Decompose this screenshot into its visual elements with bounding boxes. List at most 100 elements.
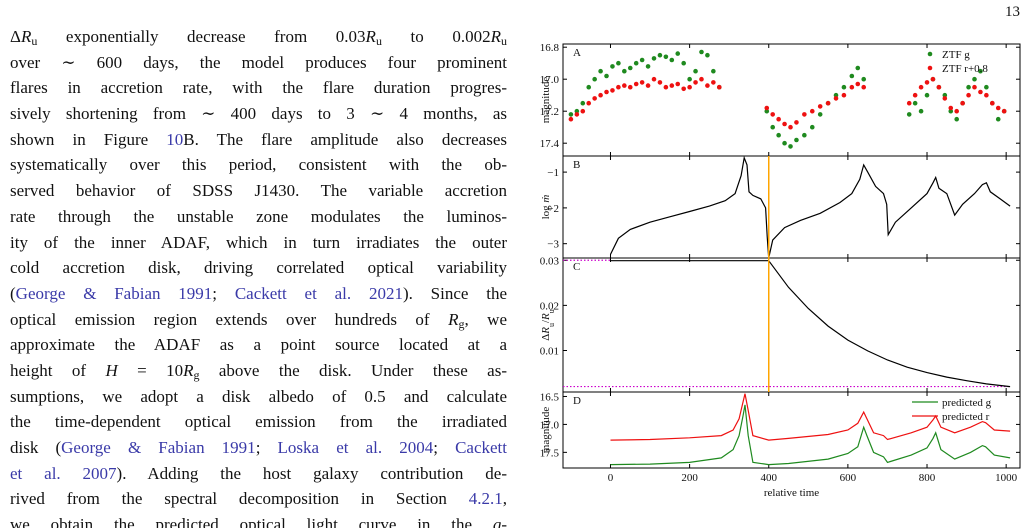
data-point <box>687 76 692 82</box>
data-point <box>716 84 722 90</box>
data-point <box>598 68 603 74</box>
data-point <box>770 124 776 130</box>
text-run: - <box>501 515 507 528</box>
data-point <box>711 68 716 74</box>
data-point <box>948 105 954 111</box>
text-run: rived from the spectral decomposition in… <box>10 489 469 509</box>
data-point <box>788 124 793 130</box>
text-run: , we <box>464 309 507 329</box>
data-point <box>918 84 924 90</box>
text-run: ity of the inner ADAF, which in turn irr… <box>10 232 507 252</box>
data-line <box>610 404 1011 466</box>
text-line: approximate the ADAF as a point source l… <box>10 332 507 358</box>
text-run: we obtain the predicted optical light cu… <box>10 515 493 528</box>
data-point <box>627 84 633 90</box>
text-line: optical emission region extends over hun… <box>10 307 507 333</box>
data-point <box>610 64 615 69</box>
citation-link: et al. 2007 <box>10 463 117 483</box>
panel-label: D <box>573 395 581 407</box>
text-run: H <box>105 360 118 380</box>
label-part: ṁ <box>540 195 552 203</box>
y-tick-label: −2 <box>547 203 559 215</box>
data-point <box>809 108 815 114</box>
data-point <box>580 100 586 106</box>
citation-link: 10 <box>166 129 184 149</box>
text-run: , <box>502 489 507 509</box>
data-point <box>924 92 930 98</box>
text-line: ΔRu exponentially decrease from 0.03Ru t… <box>10 24 507 50</box>
panel-label: C <box>573 261 580 273</box>
legend-label: predicted r <box>942 411 990 423</box>
text-run: u <box>31 34 38 48</box>
citation-link: 4.2.1 <box>468 489 503 509</box>
data-point <box>687 84 692 90</box>
page-number: 13 <box>1005 4 1020 20</box>
y-tick-label: 17.5 <box>540 447 560 459</box>
y-axis-label: log ṁ <box>540 195 552 220</box>
data-point <box>849 73 855 79</box>
text-run: ; <box>212 283 235 303</box>
data-point <box>657 52 663 58</box>
text-line: rate through the unstable zone modulates… <box>10 204 507 230</box>
x-axis-label: relative time <box>764 487 819 499</box>
data-line <box>610 260 1011 388</box>
data-point <box>651 56 657 61</box>
text-run: to 0.002 <box>381 27 491 46</box>
text-run: approximate the ADAF as a point source l… <box>10 335 507 355</box>
legend-label: predicted g <box>942 397 992 409</box>
text-run: ). Adding the host galaxy contribution d… <box>116 463 507 483</box>
text-run: R <box>490 27 501 46</box>
data-point <box>610 88 615 93</box>
data-point <box>978 89 983 95</box>
text-run: u <box>501 34 507 48</box>
text-line: rived from the spectral decomposition in… <box>10 486 507 512</box>
data-point <box>705 83 710 88</box>
data-point <box>711 80 716 85</box>
text-run: u <box>375 34 382 48</box>
data-point <box>574 112 580 117</box>
data-point <box>833 96 839 101</box>
data-point <box>568 112 574 117</box>
label-part: u <box>547 323 556 327</box>
data-point <box>699 49 704 55</box>
text-run: sively shortening from ∼ 400 days to 3 ∼… <box>10 104 507 124</box>
y-tick-label: 0.01 <box>540 345 559 357</box>
text-line: shown in Figure 10B. The flare amplitude… <box>10 127 507 153</box>
data-point <box>912 92 918 98</box>
paragraph: ΔRu exponentially decrease from 0.03Ru t… <box>10 24 507 528</box>
data-point <box>580 108 586 114</box>
legend-label: ZTF r+0.8 <box>942 63 988 75</box>
y-tick-label: −1 <box>547 167 559 179</box>
data-point <box>699 76 704 82</box>
text-run: flares in accretion rate, with the flare… <box>10 78 507 98</box>
x-tick-label: 400 <box>760 472 777 484</box>
data-point <box>693 80 698 85</box>
data-point <box>984 84 989 90</box>
data-point <box>960 100 965 106</box>
data-point <box>639 57 645 63</box>
data-point <box>616 60 621 66</box>
citation-link: George & Fabian 1991 <box>61 438 256 457</box>
data-point <box>663 54 669 60</box>
data-point <box>972 76 977 82</box>
text-line: et al. 2007). Adding the host galaxy con… <box>10 461 507 487</box>
label-part: R <box>540 313 552 321</box>
data-point <box>645 64 651 69</box>
text-run: rate through the unstable zone modulates… <box>10 206 507 226</box>
data-point <box>604 89 609 95</box>
data-point <box>906 100 912 106</box>
data-point <box>817 112 823 117</box>
label-part: Δ <box>540 334 552 341</box>
data-point <box>651 76 657 82</box>
text-run: ; <box>433 438 456 457</box>
data-point <box>604 73 609 79</box>
data-point <box>918 108 924 114</box>
data-point <box>633 81 639 87</box>
data-point <box>930 76 936 82</box>
text-run: R <box>20 27 32 46</box>
label-part: R <box>540 327 552 335</box>
text-run: disk ( <box>10 438 62 457</box>
x-tick-label: 600 <box>840 472 857 484</box>
y-tick-label: 0.02 <box>540 300 559 312</box>
